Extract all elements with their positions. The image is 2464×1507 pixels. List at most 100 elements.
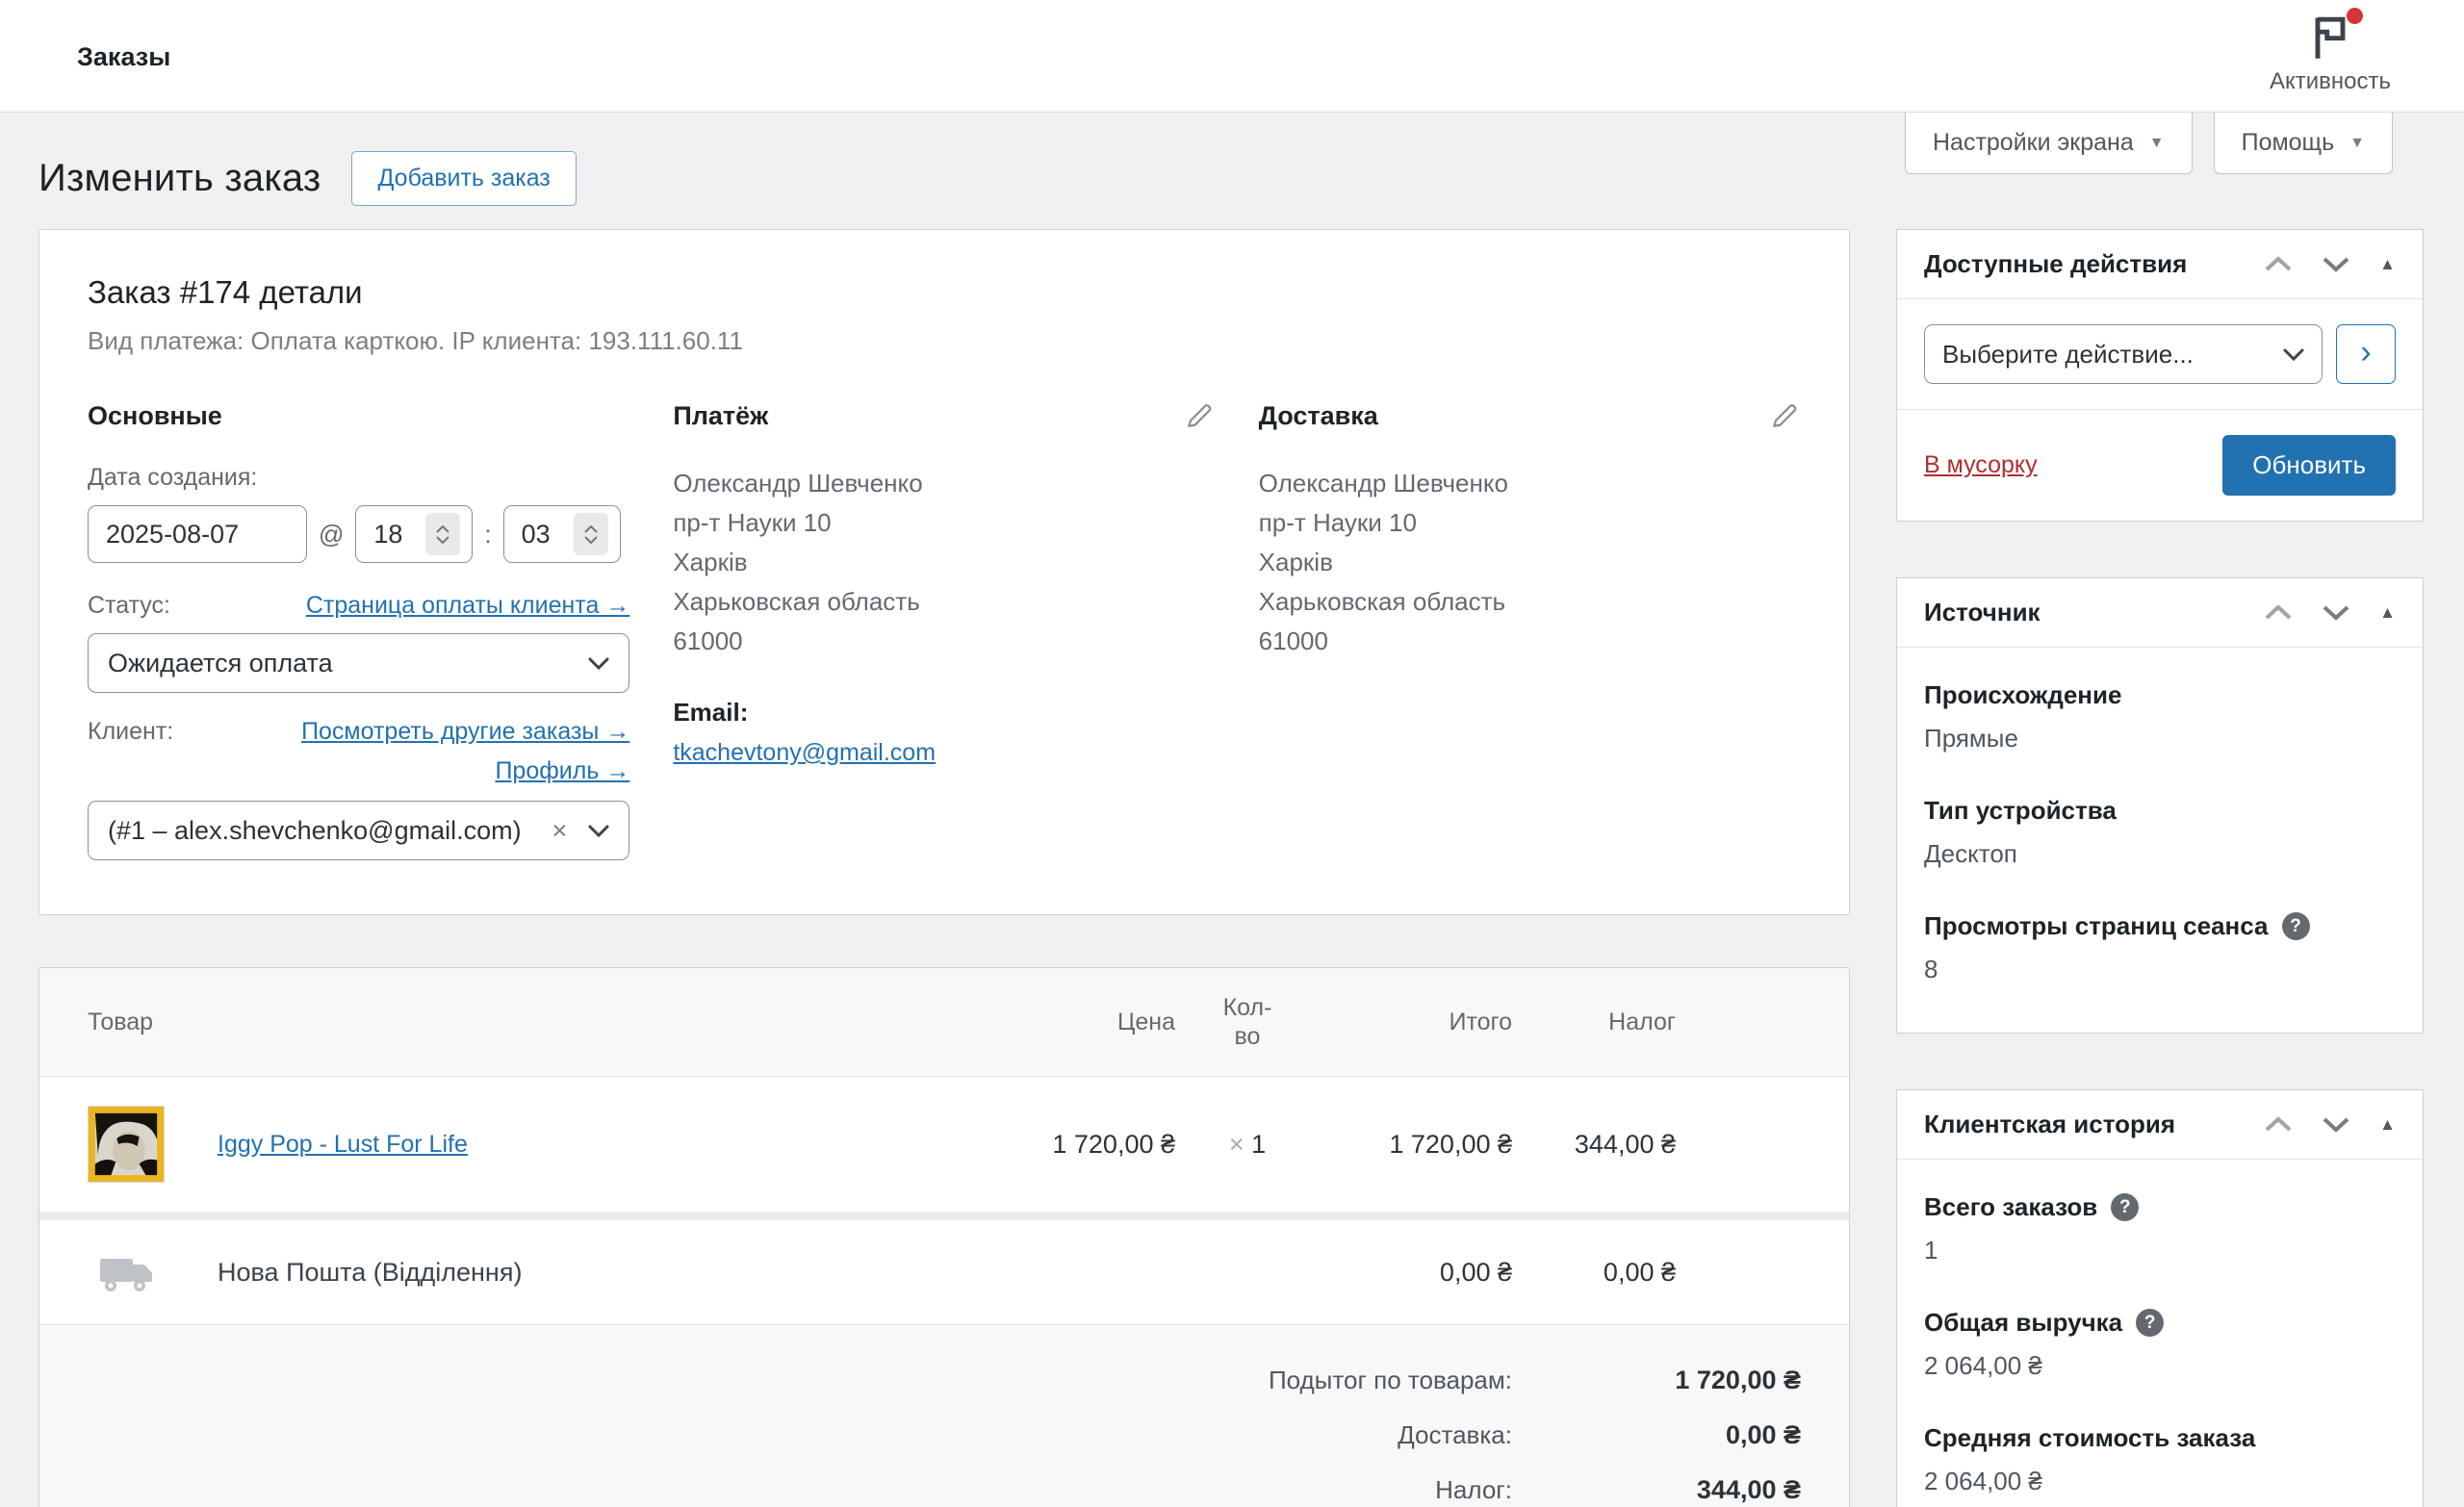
order-minute-value: 03 — [521, 519, 551, 549]
order-action-select[interactable]: Выберите действие... — [1924, 324, 2323, 384]
page-header: Изменить заказ Добавить заказ — [38, 151, 2424, 206]
flag-icon — [2305, 8, 2363, 62]
panel-toggle-icon[interactable]: ▲ — [2379, 1114, 2396, 1134]
subtotal-label: Подытог по товарам: — [1268, 1366, 1512, 1394]
panel-title: Клиентская история — [1924, 1110, 2176, 1138]
move-down-icon[interactable] — [2322, 604, 2350, 621]
subtotal-value: 1 720,00 ₴ — [1675, 1366, 1801, 1394]
sidebar: Доступные действия ▲ Выберите действие..… — [1896, 229, 2424, 1507]
total-row-shipping: Доставка: 0,00 ₴ — [88, 1420, 1801, 1450]
page-title: Изменить заказ — [38, 157, 321, 199]
add-order-button[interactable]: Добавить заказ — [351, 151, 577, 206]
admin-topbar: Заказы Активность — [0, 0, 2464, 113]
panel-toggle-icon[interactable]: ▲ — [2379, 254, 2396, 273]
screen-options-tab[interactable]: Настройки экрана ▼ — [1905, 113, 2193, 174]
order-status-value: Ожидается оплата — [108, 648, 333, 677]
attribution-panel-header[interactable]: Источник ▲ — [1897, 578, 2423, 648]
attribution-pageviews-field: Просмотры страниц сеанса ? 8 — [1924, 911, 2396, 984]
total-revenue-field: Общая выручка ? 2 064,00 ₴ — [1924, 1308, 2396, 1381]
move-down-icon[interactable] — [2322, 1116, 2350, 1133]
billing-column: Платёж Олександр Шевченко пр-т Науки 10 … — [673, 396, 1215, 860]
panel-title: Доступные действия — [1924, 249, 2188, 278]
profile-link[interactable]: Профиль → — [495, 757, 630, 784]
shipping-tax: 0,00 ₴ — [1603, 1257, 1676, 1287]
activity-button[interactable]: Активность — [2239, 8, 2422, 95]
product-thumbnail[interactable] — [88, 1106, 165, 1183]
panel-toggle-icon[interactable]: ▲ — [2379, 602, 2396, 622]
shipping-method-name: Нова Пошта (Відділення) — [218, 1257, 523, 1287]
move-down-icon[interactable] — [2322, 256, 2350, 272]
activity-label: Активность — [2269, 68, 2392, 94]
chevron-down-icon — [2283, 348, 2304, 361]
total-orders-field: Всего заказов ? 1 — [1924, 1192, 2396, 1265]
order-hour-input[interactable]: 18 — [355, 505, 474, 563]
billing-street: пр-т Науки 10 — [673, 508, 832, 537]
field-label: Общая выручка — [1924, 1308, 2123, 1337]
update-order-button[interactable]: Обновить — [2222, 435, 2396, 496]
order-actions-panel-header[interactable]: Доступные действия ▲ — [1897, 230, 2423, 299]
total-row-tax: Налог: 344,00 ₴ — [88, 1475, 1801, 1505]
customer-select[interactable]: (#1 – alex.shevchenko@gmail.com) × — [88, 801, 630, 860]
apply-action-button[interactable]: › — [2336, 324, 2396, 384]
field-value: 2 064,00 ₴ — [1924, 1351, 2042, 1380]
billing-address: Олександр Шевченко пр-т Науки 10 Харків … — [673, 464, 1215, 661]
customer-payment-page-link[interactable]: Страница оплаты клиента → — [305, 592, 630, 619]
help-icon[interactable]: ? — [2281, 912, 2310, 940]
clear-customer-icon[interactable]: × — [552, 815, 568, 845]
customer-history-panel-header[interactable]: Клиентская история ▲ — [1897, 1090, 2423, 1160]
order-attribution-panel: Источник ▲ Происхождение Прямые — [1896, 577, 2424, 1034]
order-actions-panel: Доступные действия ▲ Выберите действие..… — [1896, 229, 2424, 522]
tax-total-value: 344,00 ₴ — [1696, 1475, 1801, 1504]
help-icon[interactable]: ? — [2111, 1193, 2140, 1221]
chevron-down-icon — [588, 825, 609, 837]
minute-stepper[interactable] — [573, 513, 608, 555]
move-up-icon[interactable] — [2264, 256, 2293, 272]
shipping-column: Доставка Олександр Шевченко пр-т Науки 1… — [1259, 396, 1801, 860]
field-value: 8 — [1924, 955, 1938, 983]
shipping-heading: Доставка — [1258, 400, 1378, 430]
shipping-line-item: Нова Пошта (Відділення) 0,00 ₴ 0,00 ₴ — [39, 1220, 1849, 1324]
shipping-region: Харьковская область — [1258, 587, 1506, 616]
order-title: Заказ #174 детали — [88, 274, 363, 310]
column-header-qty: Кол-во — [1222, 994, 1272, 1050]
help-icon[interactable]: ? — [2136, 1309, 2165, 1337]
status-label: Статус: — [88, 592, 170, 619]
general-heading: Основные — [88, 400, 222, 430]
order-hour-value: 18 — [373, 519, 403, 549]
order-minute-input[interactable]: 03 — [502, 505, 621, 563]
content-wrap: Изменить заказ Добавить заказ Заказ #174… — [0, 113, 2464, 1507]
hour-stepper[interactable] — [425, 513, 461, 555]
chevron-up-icon — [583, 524, 598, 533]
screen-options-label: Настройки экрана — [1933, 129, 2134, 156]
main-column: Заказ #174 детали Вид платежа: Оплата ка… — [38, 229, 1850, 1507]
customer-value: (#1 – alex.shevchenko@gmail.com) — [108, 815, 522, 845]
customer-label: Клиент: — [88, 718, 174, 745]
field-label: Всего заказов — [1924, 1192, 2098, 1221]
view-other-orders-link[interactable]: Посмотреть другие заказы → — [301, 718, 630, 745]
product-name-link[interactable]: Iggy Pop - Lust For Life — [218, 1130, 468, 1158]
email-label: Email: — [673, 698, 749, 727]
field-value: 1 — [1924, 1236, 1938, 1264]
edit-shipping-pencil-icon[interactable] — [1768, 399, 1801, 432]
date-created-label: Дата создания: — [88, 464, 258, 491]
move-up-icon[interactable] — [2264, 1116, 2293, 1133]
move-to-trash-link[interactable]: В мусорку — [1924, 451, 2038, 478]
order-items-card: Товар Цена Кол-во Итого Налог — [38, 967, 1850, 1507]
billing-email-link[interactable]: tkachevtony@gmail.com — [673, 739, 937, 766]
column-header-product: Товар — [88, 1008, 154, 1035]
field-label: Просмотры страниц сеанса — [1924, 911, 2269, 940]
order-date-value: 2025-08-07 — [106, 519, 240, 549]
breadcrumb-orders[interactable]: Заказы — [77, 42, 171, 71]
at-separator: @ — [319, 519, 345, 549]
field-value: Десктоп — [1924, 839, 2017, 868]
help-tab[interactable]: Помощь ▼ — [2213, 113, 2393, 174]
order-data-card: Заказ #174 детали Вид платежа: Оплата ка… — [38, 229, 1850, 915]
help-label: Помощь — [2241, 129, 2335, 156]
order-status-select[interactable]: Ожидается оплата — [88, 633, 630, 693]
field-value: Прямые — [1924, 724, 2018, 753]
move-up-icon[interactable] — [2264, 604, 2293, 621]
edit-billing-pencil-icon[interactable] — [1183, 399, 1216, 432]
order-date-input[interactable]: 2025-08-07 — [88, 505, 307, 563]
screen-meta-tabs: Настройки экрана ▼ Помощь ▼ — [1905, 113, 2393, 174]
